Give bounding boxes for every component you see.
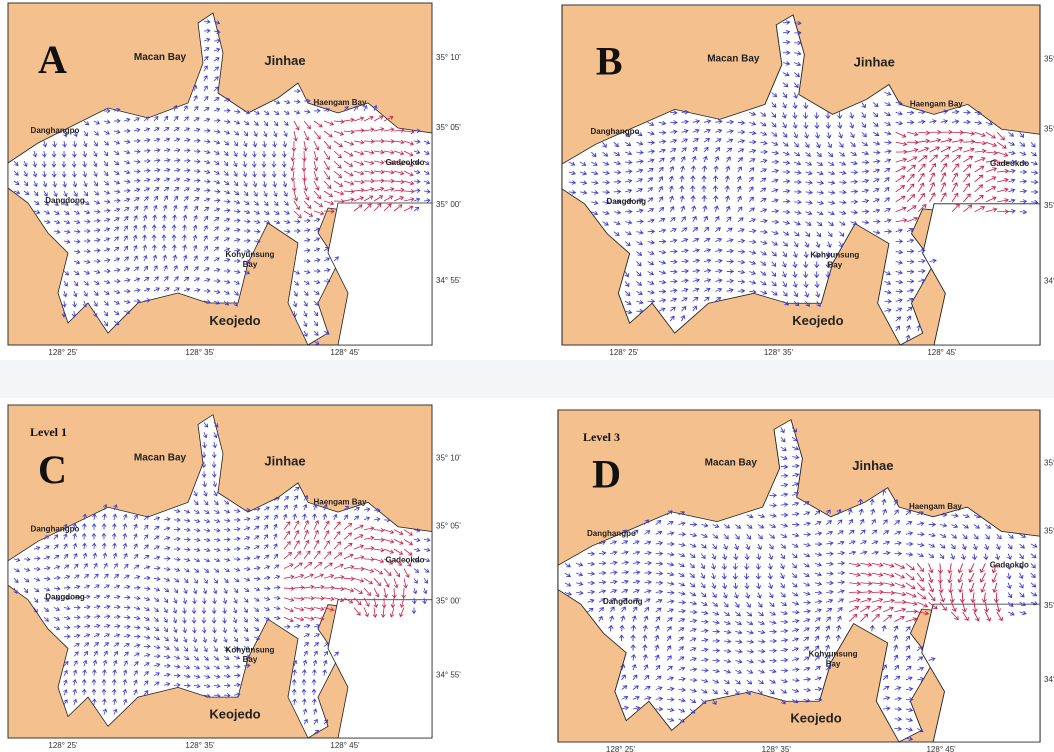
place-name: Kohyunsung [809, 650, 858, 659]
latitude-label: 35° 10' [436, 454, 461, 463]
place-name: Macan Bay [707, 54, 760, 65]
place-name: Kohyunsung [226, 250, 275, 259]
map-body [558, 410, 1040, 742]
longitude-label: 128° 25' [48, 741, 78, 750]
place-name: Dangdong [606, 197, 646, 206]
panel-letter: B [596, 39, 623, 84]
longitude-label: 128° 25' [606, 745, 636, 752]
longitude-label: 128° 45' [330, 348, 360, 357]
longitude-label: 128° 45' [330, 741, 360, 750]
figure: A Macan Bay Jinhae Haengam Bay Danghangpo Gad… [0, 0, 1054, 752]
latitude-label: 35° 05' [1044, 124, 1054, 133]
open-sea [328, 203, 432, 345]
open-sea [923, 204, 1040, 345]
map-body [8, 405, 432, 738]
panel-letter: D [592, 452, 621, 497]
longitude-label: 128° 35' [764, 348, 794, 357]
place-name: Keojedo [209, 707, 260, 722]
level-label: Level 1 [30, 425, 67, 439]
place-name: Macan Bay [705, 457, 758, 468]
place-name: Macan Bay [134, 52, 187, 63]
level-label: Level 3 [583, 430, 620, 444]
latitude-label: 35° 05' [436, 123, 461, 132]
latitude-label: 34° 55' [436, 671, 461, 680]
place-name: Dangdong [603, 597, 643, 606]
latitude-label: 34° 55' [1044, 675, 1054, 684]
latitude-label: 35° 10' [436, 53, 461, 62]
place-name: Haengam Bay [314, 98, 367, 107]
place-name: Macan Bay [134, 453, 187, 464]
place-name: Danghangpo [587, 529, 636, 538]
place-name: Jinhae [854, 55, 895, 70]
place-name: Kohyunsung [810, 251, 859, 260]
place-name: Danghangpo [591, 127, 640, 136]
latitude-label: 35° 00' [1044, 601, 1054, 610]
place-name: Bay [827, 260, 842, 269]
place-name: Kohyunsung [226, 645, 275, 654]
panel-letter: C [38, 447, 67, 492]
map-body [562, 5, 1040, 345]
latitude-label: 35° 05' [1044, 526, 1054, 535]
map-panel: A Macan Bay Jinhae Haengam Bay Danghangpo Gad… [8, 3, 461, 357]
open-sea [328, 600, 432, 738]
place-name: Haengam Bay [909, 502, 962, 511]
longitude-label: 128° 25' [48, 348, 78, 357]
place-name: Jinhae [852, 458, 893, 473]
place-name: Gadeokdo [990, 159, 1029, 168]
latitude-label: 34° 55' [1044, 276, 1054, 285]
place-name: Jinhae [264, 453, 305, 468]
place-name: Gadeokdo [990, 560, 1029, 569]
place-name: Dangdong [45, 196, 85, 205]
map-panel: D Level 3 Macan Bay Jinhae Haengam Bay Dangha… [558, 410, 1054, 752]
latitude-label: 35° 00' [436, 200, 461, 209]
place-name: Keojedo [790, 711, 841, 726]
place-name: Jinhae [264, 53, 305, 68]
latitude-label: 35° 00' [436, 597, 461, 606]
panel-letter: A [38, 37, 67, 82]
place-name: Bay [826, 659, 841, 668]
place-name: Gadeokdo [385, 158, 424, 167]
latitude-label: 35° 05' [436, 522, 461, 531]
open-sea [922, 604, 1040, 742]
place-name: Danghangpo [31, 126, 80, 135]
place-name: Bay [243, 655, 258, 664]
longitude-label: 128° 35' [762, 745, 792, 752]
latitude-label: 35° 10' [1044, 55, 1054, 64]
place-name: Danghangpo [31, 525, 80, 534]
map-panel: C Level 1 Macan Bay Jinhae Haengam Bay Dangha… [8, 405, 461, 750]
place-name: Haengam Bay [314, 497, 367, 506]
latitude-label: 34° 55' [436, 276, 461, 285]
longitude-label: 128° 45' [926, 745, 956, 752]
longitude-label: 128° 35' [185, 741, 215, 750]
longitude-label: 128° 25' [609, 348, 639, 357]
place-name: Gadeokdo [385, 556, 424, 565]
longitude-label: 128° 45' [927, 348, 957, 357]
longitude-label: 128° 35' [185, 348, 215, 357]
place-name: Haengam Bay [910, 99, 963, 108]
latitude-label: 35° 00' [1044, 201, 1054, 210]
place-name: Keojedo [792, 313, 843, 328]
place-name: Keojedo [209, 313, 260, 328]
place-name: Bay [243, 260, 258, 269]
place-name: Dangdong [45, 593, 85, 602]
latitude-label: 35° 10' [1044, 458, 1054, 467]
map-panel: B Macan Bay Jinhae Haengam Bay Danghangpo Gad… [562, 5, 1054, 357]
map-body [8, 3, 432, 345]
